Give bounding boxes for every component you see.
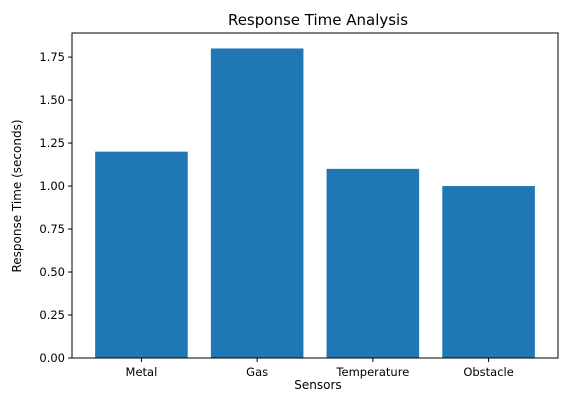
x-axis-ticks: Metal Gas Temperature Obstacle bbox=[126, 358, 514, 379]
bar-metal bbox=[95, 151, 188, 358]
bar-gas bbox=[210, 48, 304, 358]
x-axis-label: Sensors bbox=[294, 378, 341, 392]
y-tick-label: 0.00 bbox=[39, 351, 65, 365]
bar-temperature bbox=[326, 168, 420, 358]
bar-obstacle bbox=[442, 186, 535, 358]
y-tick-label: 0.25 bbox=[39, 308, 65, 322]
x-tick-label: Gas bbox=[246, 365, 268, 379]
y-tick-label: 0.50 bbox=[39, 265, 65, 279]
chart-title: Response Time Analysis bbox=[228, 11, 408, 29]
bars-group bbox=[95, 48, 535, 358]
y-tick-label: 1.00 bbox=[39, 179, 65, 193]
x-tick-label: Temperature bbox=[335, 365, 409, 379]
x-tick-label: Obstacle bbox=[463, 365, 514, 379]
y-tick-label: 0.75 bbox=[39, 222, 65, 236]
x-tick-label: Metal bbox=[126, 365, 158, 379]
plot-frame bbox=[71, 32, 559, 359]
y-tick-label: 1.75 bbox=[39, 50, 65, 64]
y-tick-label: 1.50 bbox=[39, 93, 65, 107]
y-axis-label: Response Time (seconds) bbox=[10, 119, 24, 272]
y-tick-label: 1.25 bbox=[39, 136, 65, 150]
y-axis-ticks: 0.00 0.25 0.50 0.75 1.00 1.25 1.50 1.75 bbox=[39, 50, 72, 365]
